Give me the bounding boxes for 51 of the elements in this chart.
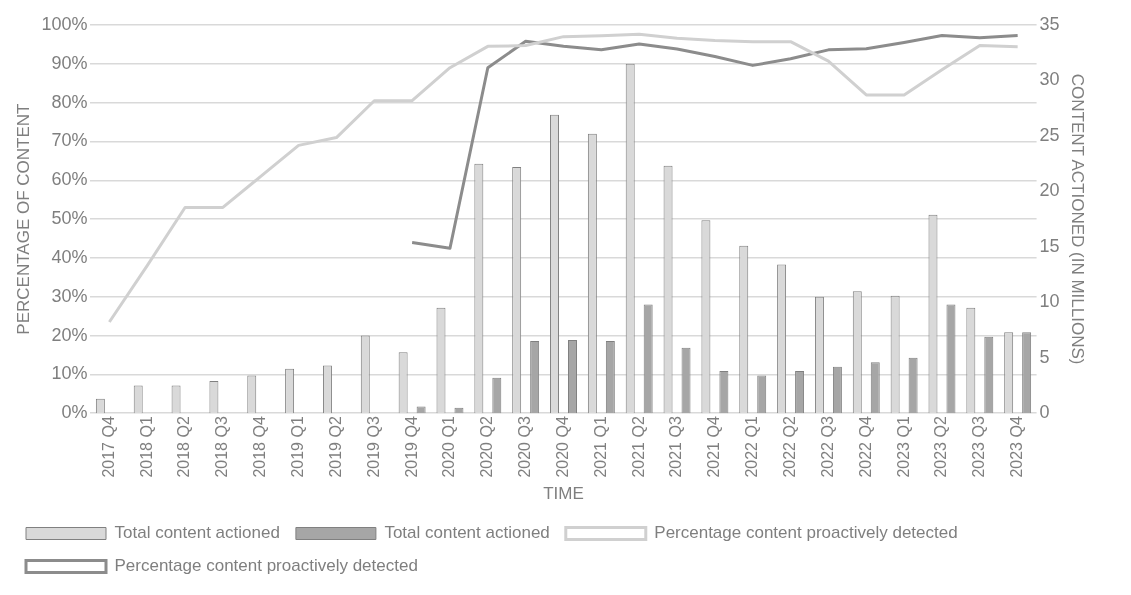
x-tick-label: 2020 Q1: [440, 416, 458, 478]
x-tick-label: 2021 Q1: [591, 416, 609, 478]
x-tick-label: 2019 Q1: [288, 416, 306, 478]
x-tick-label: 2020 Q2: [478, 416, 496, 478]
y2-axis-title: CONTENT ACTIONED (IN MILLIONS): [1068, 73, 1088, 365]
y2-tick-label: 20: [1039, 180, 1060, 201]
x-tick-label: 2021 Q4: [705, 416, 723, 478]
legend-label: Total content actioned: [114, 523, 280, 543]
x-tick-label: 2023 Q1: [894, 416, 912, 478]
y-tick-label: 90%: [51, 52, 88, 73]
x-tick-label: 2023 Q3: [970, 416, 988, 478]
y2-tick-label: 10: [1039, 291, 1060, 312]
y-tick-label: 20%: [51, 324, 88, 345]
x-tick-label: 2020 Q4: [553, 416, 571, 478]
x-tick-label: 2018 Q1: [137, 416, 155, 478]
x-tick-label: 2023 Q2: [932, 416, 950, 478]
y2-tick-label: 25: [1039, 124, 1060, 145]
y-axis-title: PERCENTAGE OF CONTENT: [13, 103, 33, 335]
x-tick-label: 2022 Q1: [743, 416, 761, 478]
x-tick-label: 2021 Q3: [667, 416, 685, 478]
y-tick-label: 50%: [51, 208, 88, 229]
x-tick-label: 2017 Q4: [99, 416, 117, 478]
y-tick-label: 100%: [41, 13, 88, 34]
legend-label: Percentage content proactively detected: [114, 556, 418, 576]
y2-tick-label: 5: [1039, 346, 1050, 367]
x-tick-label: 2022 Q4: [856, 416, 874, 478]
x-tick-label: 2020 Q3: [516, 416, 534, 478]
y-tick-label: 0%: [61, 402, 88, 423]
x-tick-label: 2019 Q2: [326, 416, 344, 478]
x-tick-label: 2023 Q4: [1008, 416, 1026, 478]
x-tick-label: 2022 Q2: [780, 416, 798, 478]
y2-tick-label: 35: [1039, 13, 1060, 34]
x-tick-label: 2022 Q3: [818, 416, 836, 478]
y2-tick-label: 30: [1039, 69, 1060, 90]
y-tick-label: 70%: [51, 130, 88, 151]
y-tick-label: 60%: [51, 169, 88, 190]
legend-label: Total content actioned: [384, 523, 550, 543]
x-axis-title: TIME: [543, 484, 584, 504]
x-tick-label: 2021 Q2: [629, 416, 647, 478]
x-tick-label: 2019 Q3: [364, 416, 382, 478]
x-tick-label: 2018 Q3: [213, 416, 231, 478]
y-tick-label: 10%: [51, 363, 88, 384]
x-tick-label: 2019 Q4: [402, 416, 420, 478]
y-tick-label: 40%: [51, 246, 88, 267]
x-tick-label: 2018 Q2: [175, 416, 193, 478]
x-tick-label: 2018 Q4: [251, 416, 269, 478]
y2-tick-label: 15: [1039, 235, 1060, 256]
y-tick-label: 80%: [51, 91, 88, 112]
y-tick-label: 30%: [51, 285, 88, 306]
y2-tick-label: 0: [1039, 402, 1050, 423]
legend-label: Percentage content proactively detected: [654, 523, 958, 543]
